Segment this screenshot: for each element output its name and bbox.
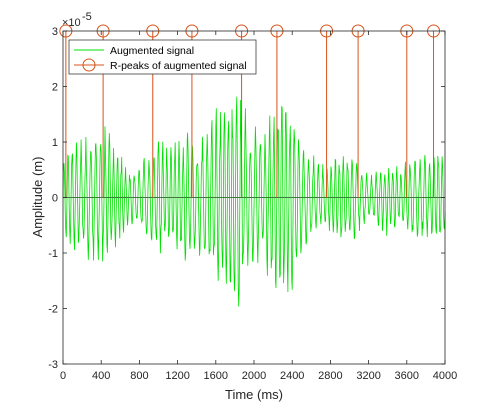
x-tick-label: 1600: [204, 370, 228, 382]
x-tick-label: 3600: [395, 370, 419, 382]
y-tick-label: -2: [48, 304, 58, 316]
legend-signal-label: Augmented signal: [110, 45, 194, 57]
x-axis-label: Time (ms): [225, 387, 283, 402]
x-tick-label: 800: [130, 370, 148, 382]
y-tick-label: -3: [48, 359, 58, 371]
augmented-signal-line: [62, 96, 446, 307]
y-tick-label: 3: [52, 26, 58, 38]
y-exponent-base: ×10: [62, 17, 81, 29]
y-axis-label: Amplitude (m): [30, 157, 45, 238]
x-tick-label: 1200: [165, 370, 189, 382]
x-tick-label: 2800: [318, 370, 342, 382]
x-tick-label: 400: [92, 370, 110, 382]
y-tick-label: 0: [52, 193, 58, 205]
signal-layer: [62, 96, 446, 307]
legend-rpeak-marker: [82, 58, 96, 72]
legend-box: [68, 39, 257, 75]
legend-rpeak-label: R-peaks of augmented signal: [110, 60, 247, 72]
legend: Augmented signal R-peaks of augmented si…: [68, 39, 257, 75]
ticks-layer: 0 400 800 1200 1600 2000 2400 2800 3200 3600 4000 -…: [48, 26, 457, 382]
x-tick-label: 0: [60, 370, 66, 382]
x-tick-label: 2000: [242, 370, 266, 382]
x-tick-label: 2400: [280, 370, 304, 382]
y-tick-label: 2: [52, 82, 58, 94]
x-tick-label: 4000: [433, 370, 457, 382]
x-tick-label: 3200: [356, 370, 380, 382]
y-exponent-power: -5: [82, 11, 92, 23]
y-tick-label: 1: [52, 137, 58, 149]
y-tick-label: -1: [48, 248, 58, 260]
